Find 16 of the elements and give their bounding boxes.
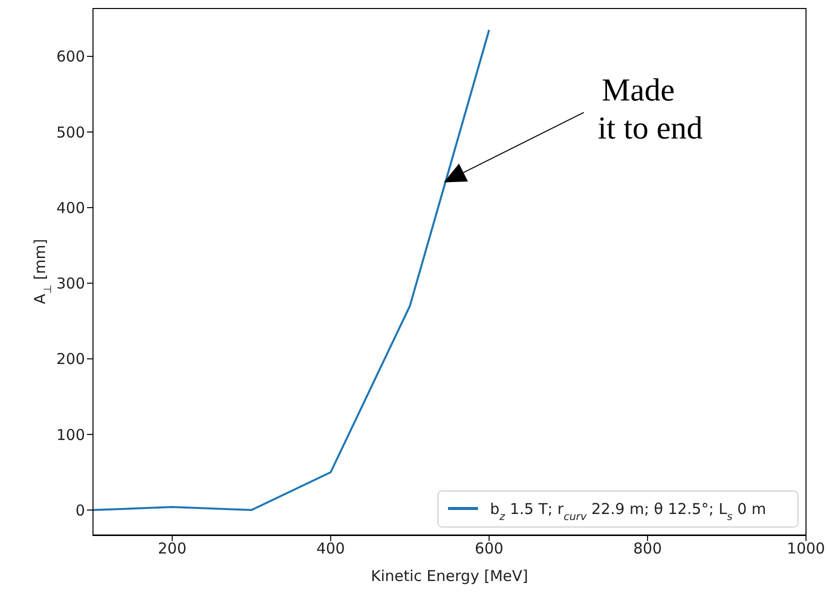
x-axis-title: Kinetic Energy [MeV] [370,567,528,585]
x-tick-label: 200 [158,540,187,558]
x-tick-label: 1000 [786,540,826,558]
annotation: Made it to end [590,71,703,146]
y-tick-label: 500 [56,123,85,142]
line-series [93,28,490,512]
y-tick-label: 200 [56,350,85,368]
y-tick-label: 400 [56,198,85,217]
y-tick-label: 300 [56,274,85,293]
x-tick-label: 800 [633,540,662,558]
x-tick-label: 400 [316,540,345,558]
y-tick-label: 600 [56,48,85,66]
y-tick-label: 0 [75,501,85,520]
x-tick-label: 600 [474,540,504,558]
y-tick-label: 100 [56,426,85,444]
legend-label: b$_{z}$ 1.5 T; r$_{curv}$ 22.9 m; θ 12.5°; L$_{s}$ 0 m [490,500,766,523]
